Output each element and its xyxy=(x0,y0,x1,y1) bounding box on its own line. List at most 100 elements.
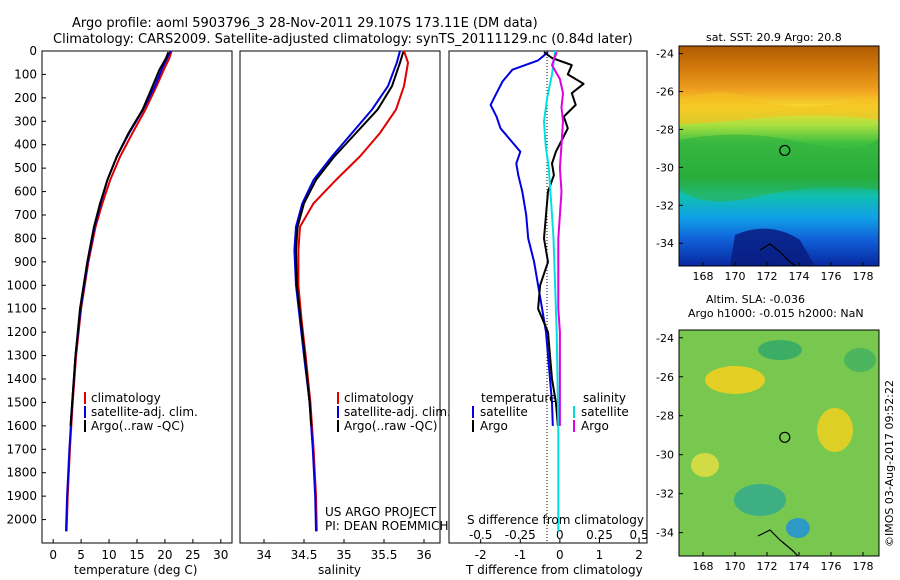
y-tick-label: 600 xyxy=(14,185,37,199)
sst-map-frame xyxy=(678,45,880,267)
map-y-tick-label: -32 xyxy=(656,199,674,212)
y-tick-label: 1400 xyxy=(6,372,37,386)
figure-title-line1: Argo profile: aoml 5903796_3 28-Nov-2011… xyxy=(72,16,538,31)
legend-label-argo: Argo(..raw -QC) xyxy=(91,419,184,433)
y-tick-label: 700 xyxy=(14,208,37,222)
x-tick-label: 25 xyxy=(185,548,200,562)
temperature-panel: 0100200300400500600700800900100011001200… xyxy=(6,44,233,577)
satellite-adj-clim-line xyxy=(293,50,401,532)
salinity-xlabel: salinity xyxy=(318,563,361,577)
sst-map-title: sat. SST: 20.9 Argo: 20.8 xyxy=(706,31,842,44)
difference-legend: temperature salinity satellite Argo sate… xyxy=(472,391,629,433)
y-tick-label: 1100 xyxy=(6,302,37,316)
sla-high-3 xyxy=(691,453,719,477)
map-x-tick-label: 172 xyxy=(757,560,778,573)
x-tick-label: 5 xyxy=(77,548,85,562)
map-y-tick-label: -24 xyxy=(656,332,674,345)
y-tick-label: 1300 xyxy=(6,349,37,363)
sla-high-1 xyxy=(705,366,765,394)
x-tick-label: 34.5 xyxy=(291,548,318,562)
depth-axis: 0 100 200 300 400 500 600 700 800 900 1000 1100 1200… xyxy=(6,44,46,527)
salinity-satellite-line xyxy=(543,50,560,532)
sla-low-2 xyxy=(734,484,786,516)
argo-raw-qc-line xyxy=(295,51,405,426)
sla-map-axes: 168 170 172 174 176 178 -24 -26 -28 -30 -32 -34 xyxy=(656,332,873,573)
y-tick-label: 800 xyxy=(14,231,37,245)
map-y-tick-label: -34 xyxy=(656,237,674,250)
y-tick-label: 1800 xyxy=(6,466,37,480)
y-tick-label: 500 xyxy=(14,161,37,175)
coastline xyxy=(759,243,797,266)
s-tick-label: 0.5 xyxy=(630,528,649,542)
map-y-tick-label: -26 xyxy=(656,86,674,99)
sst-map: sat. SST: 20.9 Argo: 20.8 168 170 172 174 17… xyxy=(656,31,880,283)
x-tick-label: 30 xyxy=(213,548,228,562)
legend-label-satellite: satellite-adj. clim. xyxy=(344,405,451,419)
map-x-tick-label: 174 xyxy=(789,560,810,573)
temperature-satellite-line xyxy=(489,51,554,426)
salinity-axes-box xyxy=(239,50,441,544)
map-y-tick-label: -32 xyxy=(656,488,674,501)
x-tick-label: -2 xyxy=(475,548,487,562)
x-tick-label: 35.5 xyxy=(371,548,398,562)
argo-position-marker xyxy=(779,144,791,157)
project-line1: US ARGO PROJECT xyxy=(325,505,437,519)
map-x-tick-label: 178 xyxy=(853,560,874,573)
y-tick-label: 1500 xyxy=(6,395,37,409)
satellite-adj-clim-line xyxy=(65,50,172,532)
x-tick-label: 2 xyxy=(635,548,643,562)
map-x-tick-label: 172 xyxy=(757,270,778,283)
temperature-x-axis: 0 5 10 15 20 25 30 xyxy=(49,539,228,562)
legend-label-t-satellite: satellite xyxy=(480,405,528,419)
s-difference-tick-labels: -0.5 -0.25 0 0.25 0.5 xyxy=(469,528,649,542)
x-tick-label: 15 xyxy=(129,548,144,562)
copyright-stamp: ©IMOS 03-Aug-2017 09:52:22 xyxy=(883,380,896,547)
salinity-panel: 34 34.5 35 35.5 36 salinity climatology sate… xyxy=(239,50,451,577)
map-y-tick-label: -30 xyxy=(656,449,674,462)
y-tick-label: 200 xyxy=(14,91,37,105)
figure-title-line2: Climatology: CARS2009. Satellite-adjuste… xyxy=(53,32,633,47)
legend-title-temperature: temperature xyxy=(481,391,556,405)
y-tick-label: 1900 xyxy=(6,489,37,503)
sst-green-band xyxy=(679,134,879,202)
t-difference-label: T difference from climatology xyxy=(465,563,643,577)
s-tick-label: -0.5 xyxy=(469,528,492,542)
y-tick-label: 1700 xyxy=(6,442,37,456)
s-tick-label: 0 xyxy=(556,528,564,542)
argo-position-marker xyxy=(779,431,791,443)
difference-panel: -2 -1 0 1 2 -0.5 -0.25 0 0.25 0.5 S difference f… xyxy=(448,50,649,577)
y-tick-label: 0 xyxy=(29,44,37,58)
map-y-tick-label: -28 xyxy=(656,123,674,136)
sla-high-2 xyxy=(817,408,853,452)
map-y-tick-label: -28 xyxy=(656,410,674,423)
y-tick-label: 1200 xyxy=(6,325,37,339)
map-y-tick-label: -26 xyxy=(656,371,674,384)
x-tick-label: 0 xyxy=(556,548,564,562)
sst-map-axes: 168 170 172 174 176 178 -24 -26 -28 -30 -32 -34 xyxy=(656,48,873,283)
salinity-argo-line xyxy=(551,51,564,426)
x-tick-label: 34 xyxy=(256,548,271,562)
salinity-x-axis: 34 34.5 35 35.5 36 xyxy=(256,539,432,562)
difference-series xyxy=(489,50,585,532)
y-tick-label: 900 xyxy=(14,255,37,269)
argo-raw-qc-line xyxy=(69,51,170,426)
temperature-series xyxy=(65,50,173,532)
t-difference-x-axis: -2 -1 0 1 2 xyxy=(475,539,643,562)
legend-title-salinity: salinity xyxy=(583,391,626,405)
legend-label-climatology: climatology xyxy=(344,391,414,405)
map-y-tick-label: -34 xyxy=(656,527,674,540)
legend-label-s-satellite: satellite xyxy=(581,405,629,419)
x-tick-label: 1 xyxy=(596,548,604,562)
map-x-tick-label: 168 xyxy=(693,560,714,573)
salinity-series xyxy=(293,50,409,532)
map-y-tick-label: -30 xyxy=(656,161,674,174)
map-x-tick-label: 178 xyxy=(853,270,874,283)
s-tick-label: -0.25 xyxy=(505,528,536,542)
sst-cold-patch xyxy=(730,228,815,266)
sla-map: Altim. SLA: -0.036 Argo h1000: -0.015 h2… xyxy=(656,293,880,573)
y-tick-label: 400 xyxy=(14,138,37,152)
y-tick-label: 2000 xyxy=(6,513,37,527)
map-x-tick-label: 176 xyxy=(821,270,842,283)
legend-label-climatology: climatology xyxy=(91,391,161,405)
